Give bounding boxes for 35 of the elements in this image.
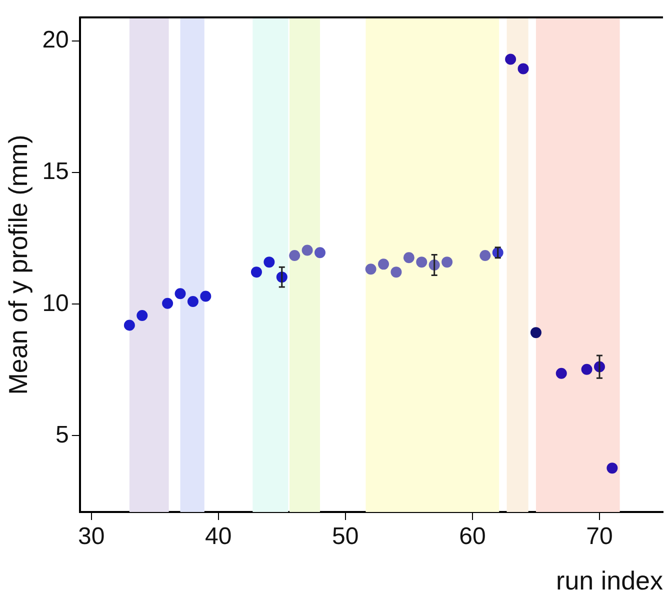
x-tick-label: 30 (78, 523, 105, 550)
point (606, 462, 618, 474)
y-tick-label: 10 (42, 290, 69, 317)
y-axis-title: Mean of y profile (mm) (2, 134, 33, 395)
y-tick-label: 15 (42, 158, 69, 186)
point (581, 364, 592, 375)
x-tick-label: 40 (205, 523, 232, 550)
x-tick-label: 50 (332, 523, 359, 550)
point (416, 256, 428, 268)
point (403, 252, 414, 264)
point (518, 63, 529, 74)
x-axis-title: run index (556, 566, 663, 596)
point (365, 264, 376, 275)
point (378, 258, 390, 270)
point (174, 288, 186, 300)
x-tick-label: 60 (459, 523, 486, 550)
point (162, 298, 174, 309)
point (505, 54, 516, 65)
y-tick-label: 20 (42, 26, 69, 54)
point (200, 290, 212, 302)
point (289, 250, 300, 261)
point (302, 244, 313, 256)
point (264, 256, 275, 268)
point (136, 310, 148, 321)
y-tick-label: 5 (56, 421, 69, 448)
point (187, 296, 198, 308)
point (124, 320, 135, 331)
point (480, 250, 491, 261)
point (314, 247, 326, 258)
point (442, 256, 453, 268)
point (250, 266, 262, 278)
point (530, 327, 542, 338)
x-tick-label: 70 (586, 523, 613, 550)
point (556, 368, 567, 379)
point (390, 266, 402, 278)
